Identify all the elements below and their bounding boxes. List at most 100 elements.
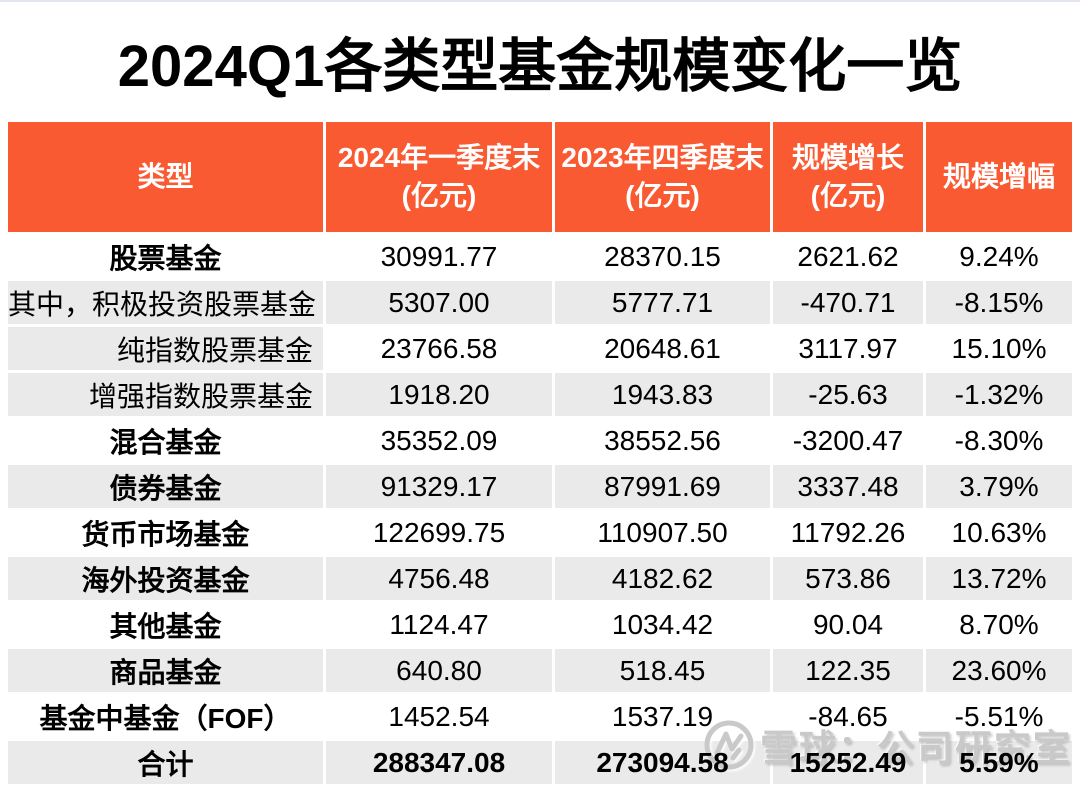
value-cell: -470.71 [773, 281, 923, 324]
cell-text: -84.65 [808, 700, 888, 732]
value-cell: 28370.15 [555, 235, 770, 278]
cell-text: 573.86 [805, 562, 891, 594]
cell-text: -5.51% [954, 700, 1044, 732]
cell-text: -8.30% [954, 424, 1044, 456]
cell-text: 3.79% [959, 470, 1039, 502]
cell-text: 5.59% [959, 746, 1039, 778]
cell-text: 15.10% [951, 332, 1047, 364]
value-cell: 15.10% [926, 327, 1072, 370]
cell-text: 基金中基金（FOF） [39, 702, 292, 734]
cell-text: 91329.17 [380, 470, 498, 502]
cell-text: 23.60% [951, 654, 1047, 686]
cell-text: 518.45 [619, 654, 706, 686]
table-row: 商品基金 640.80 518.45 122.35 23.60% [8, 649, 1072, 692]
table-row: 货币市场基金 122699.75 110907.50 11792.26 10.63% [8, 511, 1072, 554]
table-row: 其中，积极投资股票基金 5307.00 5777.71 -470.71 -8.15% [8, 281, 1072, 324]
cell-text: -8.15% [954, 286, 1044, 318]
cell-text: 债券基金 [109, 472, 222, 504]
cell-text: 1452.54 [388, 700, 490, 732]
cell-text: -1.32% [954, 378, 1044, 410]
cell-text: 640.80 [396, 654, 482, 686]
value-cell: 122.35 [773, 649, 923, 692]
value-cell: 288347.08 [326, 741, 552, 784]
cell-text: -3200.47 [792, 424, 904, 456]
value-cell: -5.51% [926, 695, 1072, 738]
value-cell: 4182.62 [555, 557, 770, 600]
value-cell: 1034.42 [555, 603, 770, 646]
header-sublabel: (亿元) [401, 180, 477, 211]
cell-text: 5307.00 [388, 286, 490, 318]
cell-text: 混合基金 [109, 426, 222, 458]
cell-text: 2621.62 [797, 240, 899, 272]
fund-type-cell: 货币市场基金 [8, 511, 323, 554]
value-cell: -3200.47 [773, 419, 923, 462]
table-row: 基金中基金（FOF） 1452.54 1537.19 -84.65 -5.51% [8, 695, 1072, 738]
fund-type-cell: 其中，积极投资股票基金 [8, 281, 323, 324]
value-cell: 23766.58 [326, 327, 552, 370]
value-cell: -84.65 [773, 695, 923, 738]
cell-text: 1918.20 [388, 378, 490, 410]
header-cell-growth: 规模增长 (亿元) [773, 122, 923, 232]
value-cell: -8.15% [926, 281, 1072, 324]
value-cell: 2621.62 [773, 235, 923, 278]
cell-text: 1537.19 [611, 700, 714, 732]
value-cell: 15252.49 [773, 741, 923, 784]
fund-type-cell: 基金中基金（FOF） [8, 695, 323, 738]
table-row: 其他基金 1124.47 1034.42 90.04 8.70% [8, 603, 1072, 646]
value-cell: 90.04 [773, 603, 923, 646]
fund-type-cell: 合计 [8, 741, 323, 784]
value-cell: 38552.56 [555, 419, 770, 462]
cell-text: 货币市场基金 [81, 518, 250, 550]
value-cell: 1918.20 [326, 373, 552, 416]
cell-text: 38552.56 [604, 424, 721, 456]
value-cell: 1452.54 [326, 695, 552, 738]
value-cell: 13.72% [926, 557, 1072, 600]
cell-text: 其他基金 [109, 610, 222, 642]
value-cell: 110907.50 [555, 511, 770, 554]
cell-text: 273094.58 [596, 746, 729, 778]
value-cell: 518.45 [555, 649, 770, 692]
fund-type-cell: 增强指数股票基金 [8, 373, 323, 416]
header-label: 2024年一季度末 [337, 142, 541, 174]
table-row: 债券基金 91329.17 87991.69 3337.48 3.79% [8, 465, 1072, 508]
value-cell: 1537.19 [555, 695, 770, 738]
value-cell: 8.70% [926, 603, 1072, 646]
value-cell: 87991.69 [555, 465, 770, 508]
header-cell-growth-pct: 规模增幅 [926, 122, 1072, 232]
table-row: 股票基金 30991.77 28370.15 2621.62 9.24% [8, 235, 1072, 278]
cell-text: 13.72% [951, 562, 1047, 594]
value-cell: 9.24% [926, 235, 1072, 278]
fund-type-cell: 混合基金 [8, 419, 323, 462]
header-sublabel: (亿元) [625, 180, 700, 211]
value-cell: -1.32% [926, 373, 1072, 416]
value-cell: 1943.83 [555, 373, 770, 416]
value-cell: 5307.00 [326, 281, 552, 324]
cell-text: 15252.49 [789, 746, 907, 778]
value-cell: 3117.97 [773, 327, 923, 370]
fund-scale-table: 类型 2024年一季度末 (亿元) 2023年四季度末 (亿元) 规模增长 (亿… [5, 119, 1075, 787]
fund-type-cell: 股票基金 [8, 235, 323, 278]
fund-type-cell: 债券基金 [8, 465, 323, 508]
header-label: 规模增幅 [942, 161, 1055, 193]
table-header-row: 类型 2024年一季度末 (亿元) 2023年四季度末 (亿元) 规模增长 (亿… [8, 122, 1072, 232]
value-cell: 273094.58 [555, 741, 770, 784]
cell-text: 1943.83 [611, 378, 714, 410]
value-cell: 573.86 [773, 557, 923, 600]
cell-text: 20648.61 [604, 332, 721, 364]
cell-text: 30991.77 [380, 240, 498, 272]
value-cell: 3.79% [926, 465, 1072, 508]
value-cell: 1124.47 [326, 603, 552, 646]
header-label: 规模增长 [791, 142, 904, 174]
table-row: 纯指数股票基金 23766.58 20648.61 3117.97 15.10% [8, 327, 1072, 370]
cell-text: 3337.48 [797, 470, 899, 502]
value-cell: 4756.48 [326, 557, 552, 600]
cell-text: 4756.48 [388, 562, 490, 594]
header-label: 2023年四季度末 [561, 142, 764, 174]
cell-text: 1034.42 [611, 608, 714, 640]
value-cell: 20648.61 [555, 327, 770, 370]
fund-table-body: 股票基金 30991.77 28370.15 2621.62 9.24% 其中，积极投资股… [8, 235, 1072, 784]
value-cell: 11792.26 [773, 511, 923, 554]
cell-text: 其中，积极投资股票基金 [8, 288, 317, 320]
cell-text: 3117.97 [798, 332, 898, 364]
cell-text: 122699.75 [372, 516, 506, 548]
